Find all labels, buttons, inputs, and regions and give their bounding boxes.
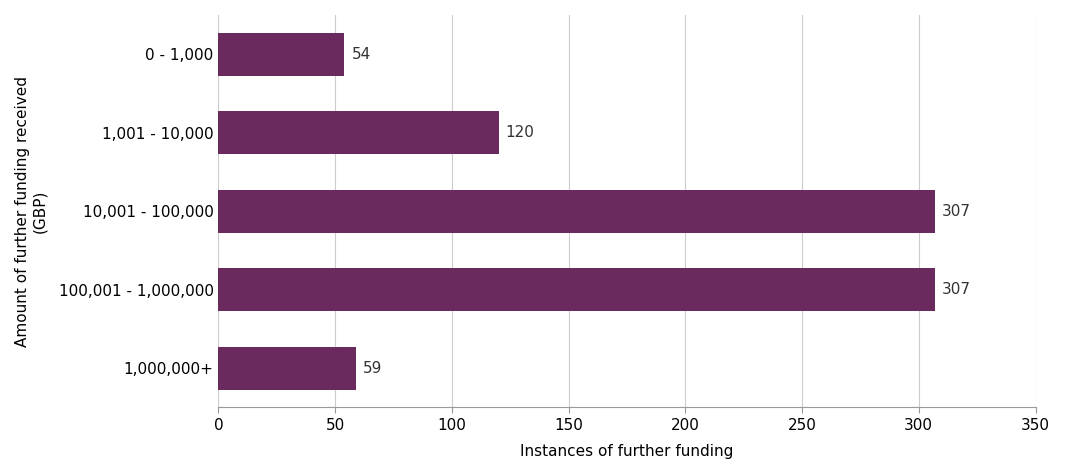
Text: 120: 120 <box>506 125 535 140</box>
Bar <box>218 33 344 76</box>
Bar <box>218 111 498 155</box>
Bar <box>218 268 935 311</box>
Y-axis label: Amount of further funding received
(GBP): Amount of further funding received (GBP) <box>15 76 48 347</box>
Text: 59: 59 <box>363 361 382 376</box>
Bar <box>218 346 356 390</box>
Text: 54: 54 <box>351 47 371 62</box>
Text: 307: 307 <box>943 204 971 219</box>
Bar <box>218 190 935 233</box>
X-axis label: Instances of further funding: Instances of further funding <box>520 444 734 459</box>
Text: 307: 307 <box>943 282 971 297</box>
